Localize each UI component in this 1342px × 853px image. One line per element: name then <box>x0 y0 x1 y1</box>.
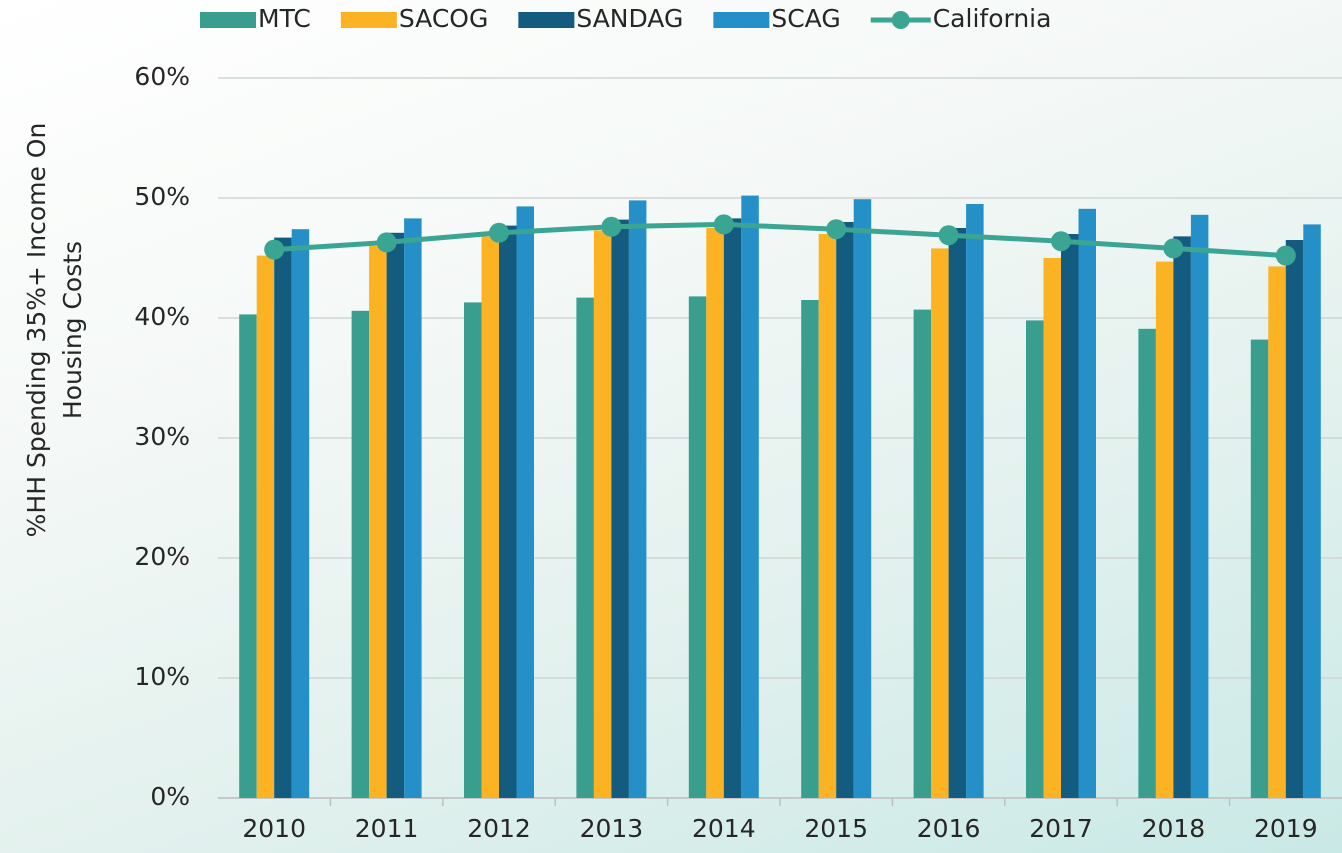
y-tick-label: 50% <box>134 182 190 211</box>
bar <box>1268 266 1286 798</box>
bar <box>274 237 292 799</box>
legend-label: MTC <box>258 4 311 33</box>
bar <box>481 236 499 798</box>
legend-swatch <box>518 12 575 28</box>
bar <box>741 195 759 799</box>
line-marker <box>713 214 734 235</box>
bar <box>1138 328 1156 798</box>
x-tick-label: 2011 <box>355 814 419 843</box>
x-tick-label: 2012 <box>467 814 531 843</box>
bar <box>1173 236 1191 798</box>
line-marker <box>826 219 847 240</box>
bar <box>966 204 984 798</box>
bar <box>351 310 370 798</box>
bar <box>818 234 837 798</box>
line-marker <box>938 225 959 246</box>
legend-label: SCAG <box>771 4 840 33</box>
bar <box>499 225 517 799</box>
bar <box>1285 240 1304 798</box>
bar <box>386 232 405 799</box>
legend-label: SANDAG <box>576 4 683 33</box>
y-tick-label: 30% <box>134 422 190 451</box>
bar <box>931 248 949 798</box>
legend-swatch <box>891 11 910 29</box>
legend-swatch <box>713 12 770 28</box>
line-marker <box>264 239 285 260</box>
bar <box>369 246 387 798</box>
x-tick-label: 2013 <box>580 814 644 843</box>
y-tick-label: 0% <box>150 782 190 811</box>
bar <box>239 314 257 798</box>
bar <box>1078 208 1096 799</box>
bar <box>1190 214 1209 799</box>
y-tick-label: 40% <box>134 302 190 331</box>
bar <box>706 228 724 798</box>
x-tick-label: 2014 <box>692 814 756 843</box>
x-tick-label: 2018 <box>1142 814 1206 843</box>
bar <box>1155 261 1174 799</box>
line-marker <box>489 222 509 243</box>
legend-swatch <box>340 12 397 28</box>
line-marker <box>1163 238 1184 259</box>
line-marker <box>1275 245 1296 266</box>
bar <box>836 222 854 798</box>
bar <box>464 302 482 798</box>
y-tick-label: 10% <box>134 662 190 691</box>
line-marker <box>1051 231 1071 252</box>
bar <box>516 206 534 798</box>
line <box>274 221 1286 259</box>
y-axis-label: Housing Costs <box>58 241 87 419</box>
y-axis-label: %HH Spending 35%+ Income On <box>22 123 51 538</box>
bar <box>628 200 647 798</box>
x-tick-label: 2015 <box>804 814 868 843</box>
bar <box>404 218 422 798</box>
bar <box>853 199 872 798</box>
bar <box>1303 224 1321 798</box>
bar <box>1043 258 1061 798</box>
x-tick-label: 2019 <box>1254 814 1318 843</box>
bar <box>291 229 310 798</box>
bar <box>948 228 967 798</box>
bar <box>801 300 819 798</box>
bar <box>913 309 932 798</box>
y-tick-label: 60% <box>134 62 190 91</box>
x-tick-label: 2017 <box>1029 814 1093 843</box>
bar <box>611 219 629 799</box>
bar <box>1026 320 1044 798</box>
x-tick-label: 2016 <box>917 814 981 843</box>
bar <box>256 255 275 799</box>
bar <box>576 297 594 798</box>
line-marker <box>601 216 622 237</box>
legend-label: SACOG <box>399 4 489 33</box>
bar <box>593 230 612 798</box>
bar <box>1250 339 1269 798</box>
x-tick-label: 2010 <box>242 814 306 843</box>
y-tick-label: 20% <box>134 542 190 571</box>
legend-label: California <box>933 4 1052 33</box>
legend-swatch <box>200 12 256 28</box>
line-marker <box>376 232 397 253</box>
bar <box>723 218 742 798</box>
bar <box>688 296 707 798</box>
bar <box>1061 234 1079 798</box>
